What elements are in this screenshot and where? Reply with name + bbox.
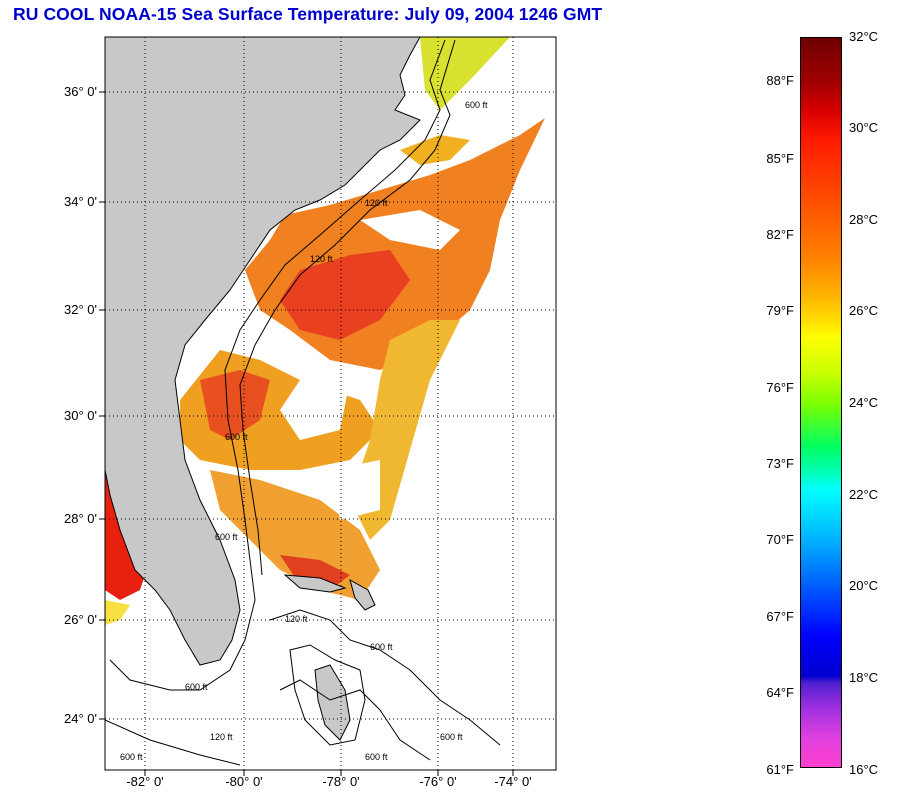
colorbar-fahrenheit-label: 67°F	[766, 609, 794, 624]
contour-label: 600 ft	[440, 732, 463, 742]
lat-label: 30° 0'	[64, 408, 97, 423]
colorbar-fahrenheit-label: 76°F	[766, 380, 794, 395]
lat-label: 32° 0'	[64, 302, 97, 317]
contour-label: 600 ft	[215, 532, 238, 542]
map-title: RU COOL NOAA-15 Sea Surface Temperature:…	[13, 4, 603, 24]
colorbar-celsius-label: 20°C	[849, 578, 879, 593]
lon-label: -78° 0'	[322, 774, 360, 789]
sst-data-layer	[105, 37, 545, 625]
lon-label: -82° 0'	[126, 774, 164, 789]
colorbar-fahrenheit-label: 70°F	[766, 532, 794, 547]
colorbar-fahrenheit-label: 73°F	[766, 456, 794, 471]
lat-label: 26° 0'	[64, 612, 97, 627]
contour-label: 600 ft	[370, 642, 393, 652]
land-abaco	[349, 578, 376, 611]
colorbar-fahrenheit-label: 85°F	[766, 151, 794, 166]
lat-label: 34° 0'	[64, 194, 97, 209]
map-frame	[104, 36, 557, 771]
contour-label: 120 ft	[310, 254, 333, 264]
contour-label: 120 ft	[285, 614, 308, 624]
sst-patch-north	[420, 37, 510, 110]
contour-label: 120 ft	[210, 732, 233, 742]
lon-label: -76° 0'	[419, 774, 457, 789]
land-grand-bahama	[283, 574, 347, 593]
colorbar-celsius-label: 32°C	[849, 29, 879, 44]
contour-label: 600 ft	[365, 752, 388, 762]
sst-patch-gulf-yellow	[105, 600, 130, 625]
lon-label: -80° 0'	[225, 774, 263, 789]
bathymetry-contours	[105, 39, 501, 766]
cloud-gap-2	[360, 210, 460, 250]
lat-label: 36° 0'	[64, 84, 97, 99]
lat-label: 24° 0'	[64, 711, 97, 726]
sst-patch-south	[210, 470, 380, 600]
cloud-gap-3	[330, 460, 380, 520]
colorbar-fahrenheit-label: 82°F	[766, 227, 794, 242]
contour-label: 120 ft	[365, 198, 388, 208]
colorbar-celsius-label: 24°C	[849, 395, 879, 410]
lat-label: 28° 0'	[64, 511, 97, 526]
lon-label: -74° 0'	[494, 774, 532, 789]
colorbar-celsius-label: 18°C	[849, 670, 879, 685]
colorbar-celsius-label: 22°C	[849, 487, 879, 502]
contour-label: 600 ft	[225, 432, 248, 442]
temperature-colorbar	[800, 37, 842, 768]
colorbar-fahrenheit-label: 64°F	[766, 685, 794, 700]
cloud-gap-1	[280, 380, 350, 440]
colorbar-celsius-label: 26°C	[849, 303, 879, 318]
colorbar-fahrenheit-label: 88°F	[766, 73, 794, 88]
land-us-coast	[105, 37, 421, 666]
contour-label: 600 ft	[120, 752, 143, 762]
sst-patch-core	[280, 250, 410, 340]
colorbar-fahrenheit-label: 61°F	[766, 762, 794, 777]
contour-label: 600 ft	[465, 100, 488, 110]
axis-ticks	[99, 91, 514, 776]
sst-patch-florida-east	[200, 370, 270, 440]
colorbar-celsius-label: 28°C	[849, 212, 879, 227]
colorbar-celsius-label: 30°C	[849, 120, 879, 135]
colorbar-celsius-label: 16°C	[849, 762, 879, 777]
contour-label: 600 ft	[185, 682, 208, 692]
colorbar-fahrenheit-label: 79°F	[766, 303, 794, 318]
